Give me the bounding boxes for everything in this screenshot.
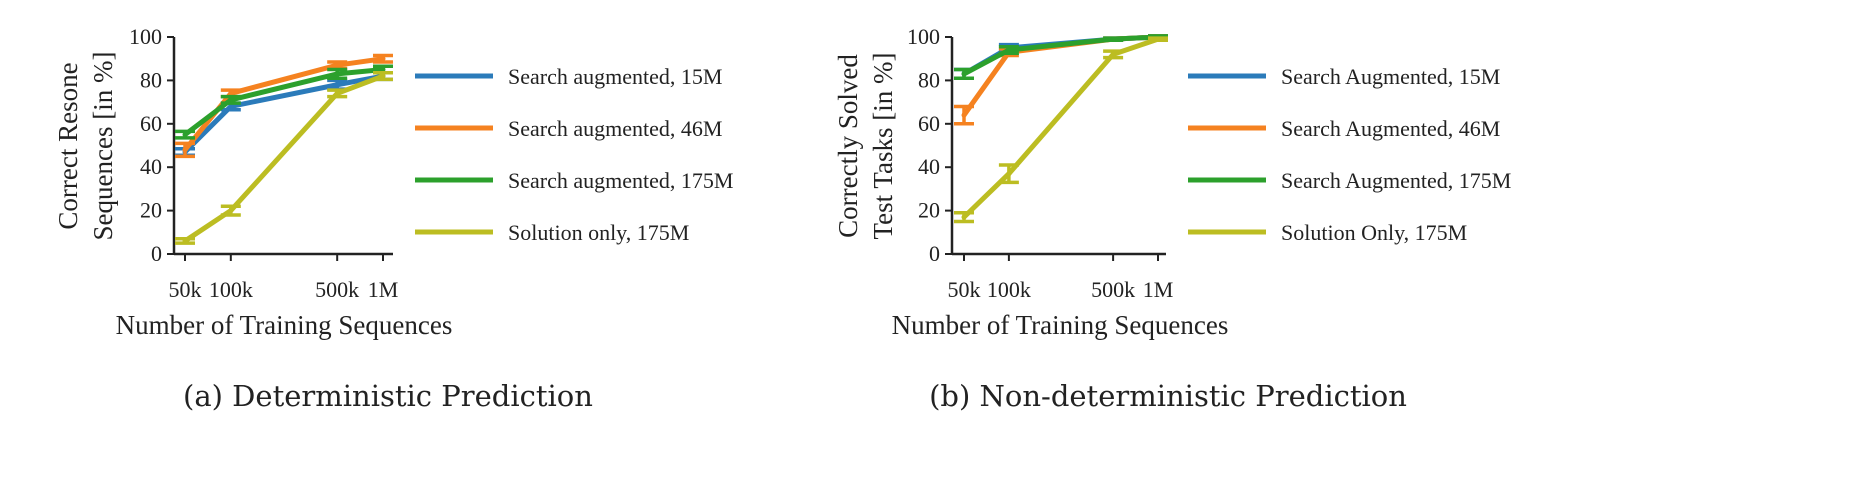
data-point	[961, 214, 967, 220]
y-axis-label: Test Tasks [in %]	[868, 53, 898, 240]
y-tick-label: 80	[140, 67, 162, 92]
data-point	[334, 82, 340, 88]
figure-caption: (b) Non-deterministic Prediction	[929, 379, 1407, 413]
y-tick-label: 40	[918, 154, 940, 179]
x-tick-label: 1M	[1143, 277, 1174, 302]
y-tick-label: 20	[918, 198, 940, 223]
x-tick-label: 50k	[948, 277, 981, 302]
x-tick-label: 100k	[987, 277, 1031, 302]
x-tick-label: 100k	[209, 277, 253, 302]
y-tick-label: 80	[918, 67, 940, 92]
data-point	[182, 147, 188, 153]
figure-caption: (a) Deterministic Prediction	[183, 379, 593, 413]
data-point	[182, 132, 188, 138]
x-axis-label: Number of Training Sequences	[116, 310, 453, 340]
series-line	[183, 73, 384, 244]
x-tick-label: 50k	[169, 277, 202, 302]
y-axis-label: Correctly Solved	[833, 54, 863, 238]
data-point	[1155, 36, 1161, 42]
legend-label: Search augmented, 175M	[508, 168, 733, 193]
series-3	[954, 34, 1168, 80]
x-tick-label: 1M	[368, 277, 399, 302]
series-line	[962, 36, 1159, 219]
data-point	[380, 73, 386, 79]
y-tick-label: 60	[140, 111, 162, 136]
data-point	[1110, 51, 1116, 57]
y-tick-label: 60	[918, 111, 940, 136]
y-tick-label: 40	[140, 154, 162, 179]
legend-label: Search Augmented, 46M	[1281, 116, 1500, 141]
x-axis-label: Number of Training Sequences	[892, 310, 1229, 340]
data-point	[961, 112, 967, 118]
legend-label: Search augmented, 46M	[508, 116, 722, 141]
legend-label: Search Augmented, 15M	[1281, 64, 1500, 89]
data-point	[228, 208, 234, 214]
data-point	[334, 71, 340, 77]
y-tick-label: 100	[129, 24, 162, 49]
data-point	[228, 90, 234, 96]
legend-label: Search Augmented, 175M	[1281, 168, 1511, 193]
data-point	[1006, 171, 1012, 177]
data-point	[334, 90, 340, 96]
series-1	[954, 34, 1168, 80]
x-tick-label: 500k	[315, 277, 359, 302]
y-tick-label: 0	[151, 241, 162, 266]
data-point	[182, 238, 188, 244]
legend-label: Solution only, 175M	[508, 220, 689, 245]
series-line	[183, 73, 384, 154]
series-3	[175, 64, 393, 140]
data-point	[1006, 47, 1012, 53]
y-axis-label: Correct Resone	[53, 62, 83, 229]
data-point	[334, 62, 340, 68]
y-tick-label: 100	[907, 24, 940, 49]
data-point	[961, 71, 967, 77]
series-line	[183, 67, 384, 137]
series-line	[962, 34, 1159, 77]
legend-label: Search augmented, 15M	[508, 64, 722, 89]
data-point	[380, 56, 386, 62]
y-tick-label: 0	[929, 241, 940, 266]
series-4	[954, 36, 1168, 224]
data-point	[228, 97, 234, 103]
data-point	[228, 103, 234, 109]
y-tick-label: 20	[140, 198, 162, 223]
series-4	[175, 71, 393, 245]
series-line	[183, 56, 384, 152]
data-point	[1110, 36, 1116, 42]
legend-label: Solution Only, 175M	[1281, 220, 1467, 245]
data-point	[380, 67, 386, 73]
y-axis-label: Sequences [in %]	[88, 52, 118, 241]
x-tick-label: 500k	[1091, 277, 1135, 302]
chart-b: 0 20 40 60 80 100 50k 100k 500k 1M Correctly Solve…	[833, 24, 1511, 413]
